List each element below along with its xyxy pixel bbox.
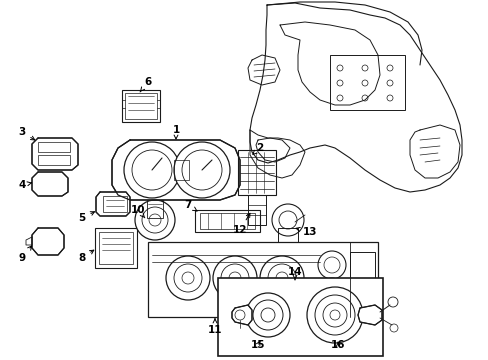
Text: 2: 2 (252, 143, 263, 154)
Text: 15: 15 (250, 340, 264, 350)
Bar (103, 196, 127, 212)
Bar (195, 210, 260, 232)
Bar (218, 278, 382, 356)
Circle shape (323, 303, 346, 327)
Circle shape (271, 204, 304, 236)
Bar (174, 160, 189, 180)
Circle shape (324, 257, 339, 273)
Bar (349, 252, 374, 302)
Circle shape (306, 287, 362, 343)
Circle shape (317, 251, 346, 279)
Text: 14: 14 (287, 267, 302, 280)
Ellipse shape (182, 150, 222, 190)
Ellipse shape (124, 142, 180, 198)
Circle shape (267, 264, 295, 292)
Circle shape (174, 264, 202, 292)
Text: 3: 3 (19, 127, 35, 140)
Text: 5: 5 (78, 212, 94, 223)
Ellipse shape (174, 142, 229, 198)
Bar (238, 150, 275, 195)
Text: 16: 16 (330, 340, 345, 350)
Text: 10: 10 (130, 205, 145, 218)
Circle shape (213, 256, 257, 300)
Circle shape (260, 256, 304, 300)
Bar (125, 93, 157, 119)
Text: 1: 1 (172, 125, 179, 139)
Text: 9: 9 (19, 246, 32, 263)
Bar (38, 155, 70, 165)
Bar (122, 90, 160, 122)
Circle shape (252, 300, 283, 330)
Circle shape (221, 264, 248, 292)
Text: 11: 11 (207, 319, 222, 335)
Circle shape (165, 256, 209, 300)
Bar (38, 142, 70, 152)
Text: 8: 8 (78, 250, 94, 263)
Bar (200, 213, 254, 229)
Circle shape (142, 207, 168, 233)
Bar (95, 228, 137, 268)
Polygon shape (357, 305, 381, 325)
Polygon shape (32, 172, 68, 196)
Text: 7: 7 (184, 200, 197, 211)
Polygon shape (32, 138, 78, 170)
Text: 4: 4 (18, 180, 31, 190)
Circle shape (314, 295, 354, 335)
Polygon shape (96, 192, 130, 216)
Text: 12: 12 (232, 213, 249, 235)
Bar (329, 55, 404, 110)
Bar (278, 228, 297, 242)
Polygon shape (32, 228, 64, 255)
Text: 13: 13 (295, 227, 317, 237)
Bar (148, 242, 377, 317)
Bar (147, 200, 163, 218)
Bar (99, 232, 133, 264)
Text: 6: 6 (140, 77, 151, 92)
Circle shape (319, 278, 343, 302)
Polygon shape (112, 140, 240, 200)
Circle shape (245, 293, 289, 337)
Polygon shape (231, 305, 251, 325)
Circle shape (135, 200, 175, 240)
Ellipse shape (132, 150, 172, 190)
Bar (247, 195, 265, 225)
